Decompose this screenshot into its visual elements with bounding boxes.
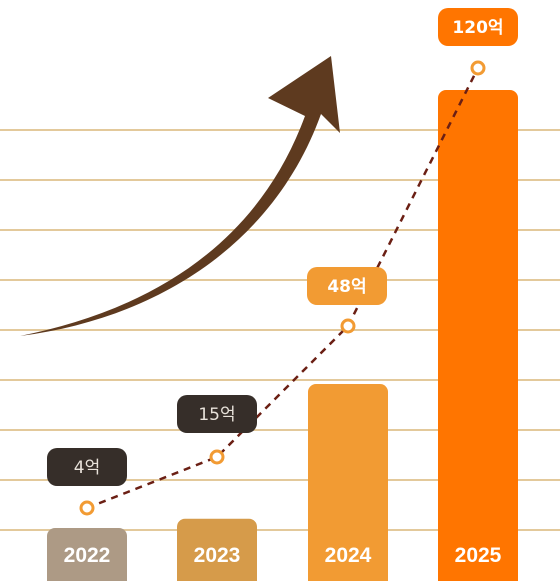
- data-label: 4억: [74, 458, 100, 478]
- x-tick-label: 2023: [194, 544, 241, 567]
- data-label: 48억: [327, 277, 366, 297]
- x-tick-label: 2022: [64, 544, 111, 567]
- bar-2025: [438, 90, 518, 581]
- value-badge-2022: [47, 448, 127, 486]
- value-badge-2025: [438, 8, 518, 46]
- trend-point-2024: [340, 318, 356, 334]
- value-badge-2024: [307, 267, 387, 305]
- bars: 2022 2023 2024 2025: [47, 90, 518, 581]
- x-tick-label: 2024: [325, 544, 372, 567]
- data-label: 15억: [198, 405, 235, 425]
- trend-point-2022: [79, 500, 95, 516]
- growth-arrow-icon: [20, 56, 340, 336]
- trend-point-2023: [209, 449, 225, 465]
- gridlines: [0, 129, 560, 531]
- bar-2024: [308, 384, 388, 581]
- bar-2023: [177, 518, 257, 581]
- trend-point-2025: [470, 60, 486, 76]
- x-tick-label: 2025: [455, 544, 502, 567]
- trend-line-path: [86, 67, 480, 510]
- value-badges: 4억 15억 48억 120억: [47, 8, 518, 486]
- bar-2022: [47, 528, 127, 581]
- value-badge-2023: [177, 395, 257, 433]
- trend-line: [79, 60, 486, 516]
- data-label: 120억: [452, 18, 503, 38]
